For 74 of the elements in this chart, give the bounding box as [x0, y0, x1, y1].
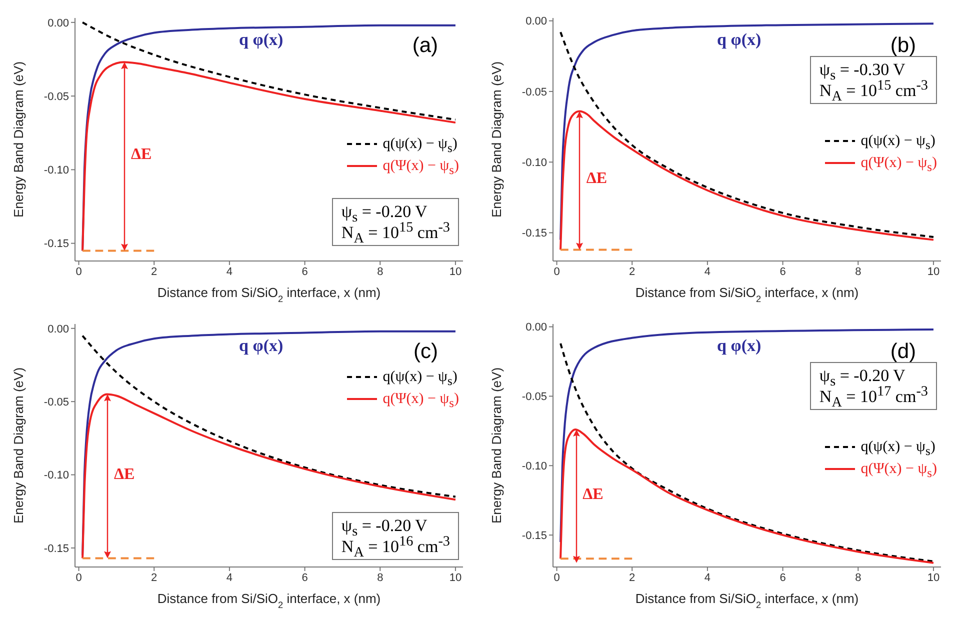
- y-tick-label: -0.10: [44, 164, 69, 177]
- x-tick-label: 8: [377, 266, 384, 278]
- y-tick-label: -0.15: [522, 228, 547, 240]
- x-tick-label: 6: [780, 572, 786, 584]
- y-tick-label: -0.10: [44, 470, 69, 482]
- annotation: q φ(x): [717, 336, 762, 356]
- annotation: ΔE: [586, 170, 608, 188]
- annotation: q φ(x): [717, 30, 762, 50]
- y-tick-label: 0.00: [48, 323, 69, 336]
- y-tick-label: -0.15: [522, 530, 547, 542]
- line-series: [560, 428, 934, 564]
- x-tick-label: 8: [377, 572, 384, 584]
- x-tick-label: 0: [554, 266, 560, 278]
- legend-label: q(Ψ(x) − ψ$_{s}$): [860, 460, 937, 480]
- x-tick-label: 2: [151, 572, 158, 584]
- y-tick-label: -0.05: [522, 86, 547, 98]
- x-tick-label: 0: [76, 266, 82, 278]
- legend-label: q(ψ(x) − ψ$_{s}$): [382, 135, 458, 155]
- x-tick-label: 4: [226, 572, 233, 584]
- x-tick-label: 10: [927, 572, 940, 584]
- x-axis-title: Distance from Si/SiO$_{2}$ interface, x (nm): [635, 285, 859, 304]
- annotation: ΔE: [130, 146, 152, 164]
- x-tick-label: 6: [780, 266, 786, 278]
- line-series: [560, 110, 934, 251]
- annotation: ΔE: [114, 466, 135, 484]
- x-tick-label: 10: [927, 266, 940, 278]
- line-series: [82, 334, 456, 498]
- annotation: (c): [414, 340, 438, 364]
- y-axis-title: Energy Band Diagram (eV): [489, 61, 504, 218]
- legend-label: q(Ψ(x) − ψ$_{s}$): [382, 157, 459, 177]
- x-tick-label: 0: [554, 572, 560, 584]
- x-tick-label: 10: [449, 266, 462, 278]
- y-tick-label: 0.00: [48, 17, 69, 30]
- x-axis-title: Distance from Si/SiO$_{2}$ interface, x (nm): [635, 591, 859, 610]
- annotation: q φ(x): [239, 336, 284, 356]
- y-tick-label: 0.00: [526, 322, 547, 334]
- x-axis-title: Distance from Si/SiO$_{2}$ interface, x (nm): [157, 591, 381, 610]
- y-tick-label: -0.05: [44, 396, 69, 408]
- annotation: (a): [412, 34, 438, 58]
- x-tick-label: 4: [226, 266, 233, 278]
- y-tick-label: -0.05: [522, 391, 547, 404]
- y-axis-title: Energy Band Diagram (eV): [11, 367, 26, 524]
- x-tick-label: 8: [855, 266, 862, 278]
- x-axis-title: Distance from Si/SiO$_{2}$ interface, x (nm): [157, 285, 381, 304]
- annotation: (b): [890, 34, 916, 58]
- x-tick-label: 0: [76, 572, 82, 584]
- y-tick-label: -0.15: [44, 542, 69, 555]
- y-tick-label: -0.10: [522, 460, 547, 473]
- y-tick-label: -0.05: [44, 90, 69, 103]
- x-tick-label: 2: [629, 572, 636, 584]
- y-tick-label: 0.00: [526, 16, 547, 28]
- line-series: [82, 21, 456, 121]
- y-tick-label: -0.15: [44, 238, 69, 250]
- annotation: q φ(x): [239, 30, 284, 50]
- line-series: [82, 61, 456, 252]
- line-series: [82, 393, 456, 560]
- x-tick-label: 6: [302, 572, 308, 584]
- legend-label: q(Ψ(x) − ψ$_{s}$): [382, 390, 459, 410]
- annotation: ΔE: [582, 486, 604, 504]
- x-tick-label: 4: [704, 572, 711, 584]
- legend-label: q(ψ(x) − ψ$_{s}$): [860, 438, 936, 458]
- legend-label: q(Ψ(x) − ψ$_{s}$): [860, 154, 937, 174]
- annotation: (d): [890, 340, 916, 364]
- x-tick-label: 8: [855, 572, 862, 584]
- legend-label: q(ψ(x) − ψ$_{s}$): [382, 368, 458, 388]
- x-tick-label: 10: [449, 572, 462, 584]
- legend-label: q(ψ(x) − ψ$_{s}$): [860, 132, 936, 152]
- x-tick-label: 6: [302, 266, 308, 278]
- y-tick-label: -0.10: [522, 157, 547, 170]
- y-axis-title: Energy Band Diagram (eV): [489, 367, 504, 524]
- y-axis-title: Energy Band Diagram (eV): [11, 61, 26, 218]
- x-tick-label: 4: [704, 266, 711, 278]
- x-tick-label: 2: [629, 266, 636, 278]
- x-tick-label: 2: [151, 266, 158, 278]
